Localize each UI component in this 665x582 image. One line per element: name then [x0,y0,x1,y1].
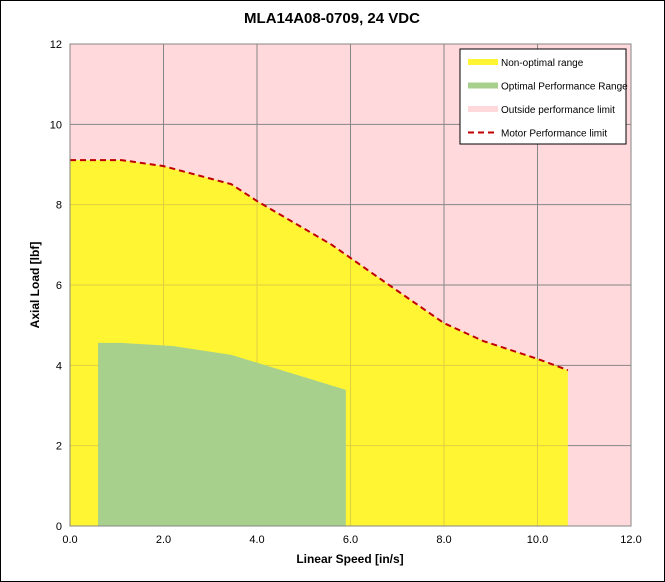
x-tick-label: 10.0 [527,534,548,546]
x-tick-label: 6.0 [343,534,358,546]
x-axis-label: Linear Speed [in/s] [296,552,403,566]
y-tick-label: 8 [56,200,62,212]
x-tick-label: 4.0 [249,534,264,546]
y-tick-label: 6 [56,280,62,292]
y-tick-label: 12 [50,39,62,51]
legend: Non-optimal range Optimal Performance Ran… [459,48,628,145]
legend-swatch [468,59,498,65]
x-tick-label: 12.0 [620,534,641,546]
legend-label: Non-optimal range [501,58,584,69]
optimal-area [98,342,346,526]
x-tick-label: 2.0 [156,534,171,546]
x-tick-label: 0.0 [62,534,77,546]
y-tick-label: 4 [56,360,62,372]
y-tick-label: 10 [50,119,62,131]
legend-swatch [468,106,498,112]
y-tick-label: 2 [56,441,62,453]
y-tick-label: 0 [56,521,62,533]
y-axis-label: Axial Load [lbf] [28,242,42,329]
legend-swatch [468,82,498,89]
legend-label: Optimal Performance Range [501,82,628,93]
legend-label: Motor Performance limit [501,129,607,140]
x-tick-label: 8.0 [436,534,451,546]
legend-label: Outside performance limit [501,105,615,116]
motor-limit-line [70,159,569,372]
chart-title: MLA14A08-0709, 24 VDC [244,10,420,27]
